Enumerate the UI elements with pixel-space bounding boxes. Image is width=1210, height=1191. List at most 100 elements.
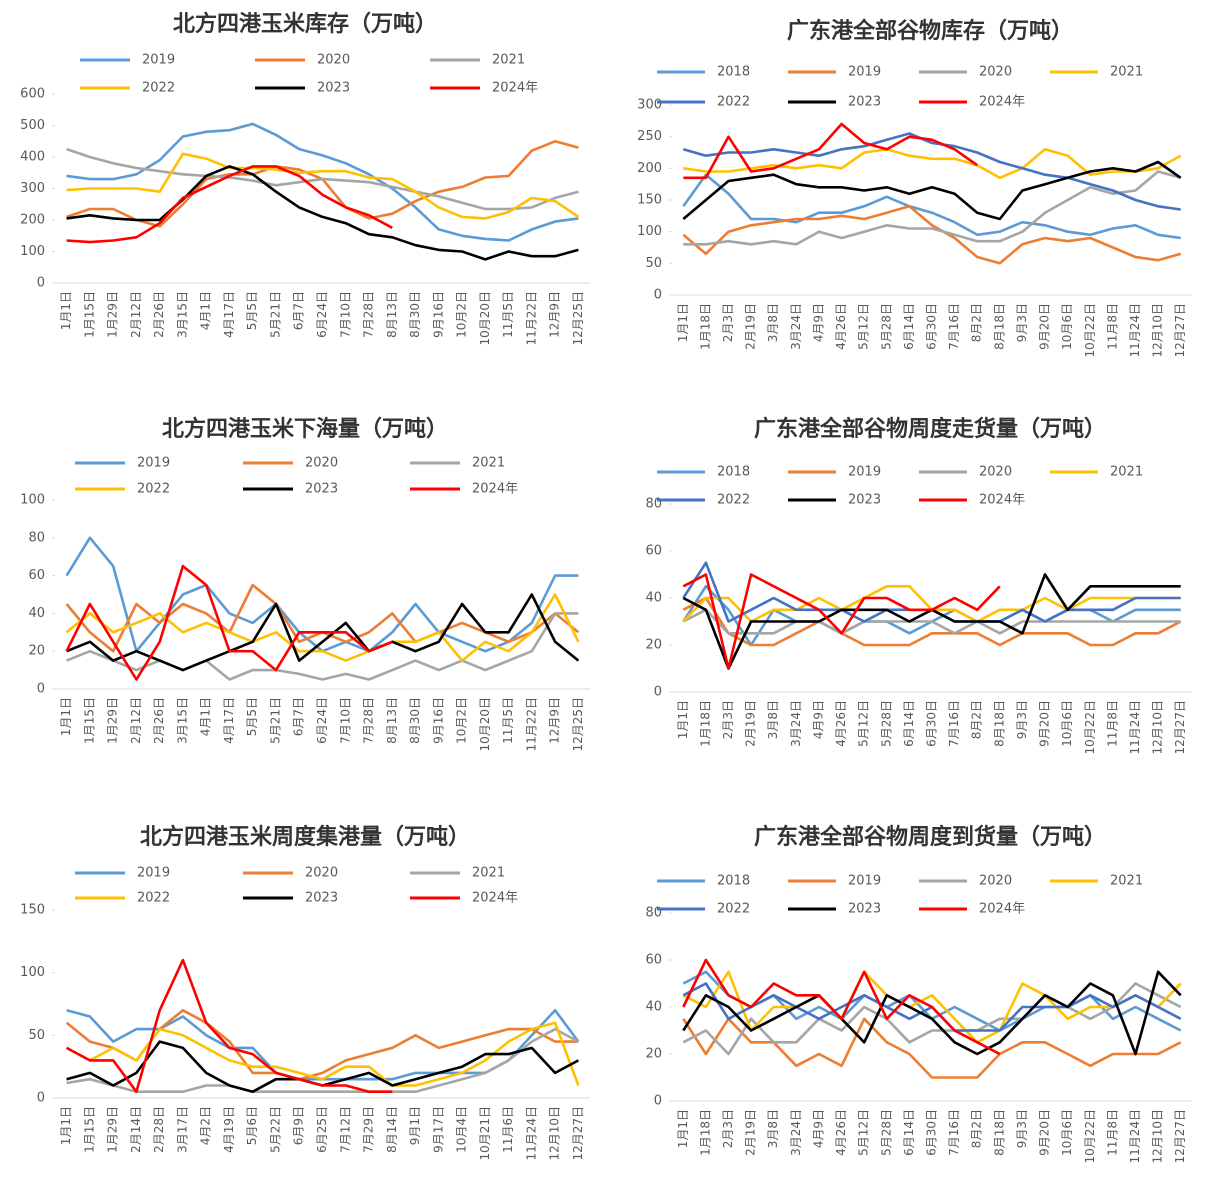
x-tick-label: 3月8日: [766, 1109, 780, 1148]
series-line: [682, 608, 1181, 635]
legend-label: 2024年: [979, 95, 1025, 110]
y-tick-label: 400: [20, 150, 45, 165]
x-tick-label: 8月18日: [992, 1109, 1006, 1156]
legend-label: 2022: [137, 482, 170, 497]
y-tick-label: 0: [37, 276, 45, 291]
chart-panel: 广东港全部谷物库存（万吨） 0 50 100 150 200 250 300 1月1日 1月18日…: [637, 18, 1192, 358]
x-tick-label: 5月28日: [879, 1109, 893, 1156]
x-tick-label: 4月26日: [834, 1109, 848, 1156]
legend-label: 2024年: [492, 81, 538, 96]
x-tick-label: 1月15日: [82, 1106, 96, 1153]
series-line: [682, 573, 1001, 670]
series-line: [66, 1027, 580, 1093]
legend-label: 2021: [472, 866, 505, 881]
legend-label: 2023: [848, 902, 881, 917]
series-line: [683, 170, 1182, 246]
x-tick-label: 3月17日: [175, 1106, 189, 1153]
y-tick-label: 250: [637, 129, 662, 144]
legend-label: 2024年: [472, 482, 518, 497]
chart-panel: 北方四港玉米库存（万吨） 0 100 200 300 400 500 600 1月1日 1月15日…: [20, 11, 590, 346]
legend-label: 2019: [848, 874, 881, 889]
x-tick-label: 1月1日: [676, 303, 690, 342]
x-tick-label: 7月28日: [362, 291, 376, 338]
x-tick-label: 10月6日: [1060, 303, 1074, 350]
x-tick-label: 11月22日: [524, 697, 538, 752]
x-tick-label: 11月8日: [1105, 303, 1119, 350]
x-tick-label: 1月15日: [82, 697, 96, 744]
x-tick-label: 7月16日: [947, 700, 961, 747]
x-tick-label: 6月30日: [925, 1109, 939, 1156]
x-tick-label: 2月26日: [152, 697, 166, 744]
legend-label: 2023: [848, 95, 881, 110]
x-tick-label: 6月14日: [902, 1109, 916, 1156]
x-tick-label: 2月14日: [129, 1106, 143, 1153]
x-tick-label: 6月7日: [292, 291, 306, 330]
x-tick-label: 6月30日: [925, 700, 939, 747]
x-tick-label: 7月16日: [947, 303, 961, 350]
x-tick-label: 10月2日: [455, 291, 469, 338]
legend-label: 2018: [717, 465, 750, 480]
x-tick-label: 11月5日: [501, 697, 515, 744]
legend-label: 2018: [717, 874, 750, 889]
y-tick-label: 500: [20, 118, 45, 133]
legend-label: 2018: [717, 65, 750, 80]
y-tick-label: 0: [37, 682, 45, 697]
x-tick-label: 2月3日: [721, 1109, 735, 1148]
x-tick-label: 9月20日: [1038, 1109, 1052, 1156]
legend-label: 2024年: [979, 493, 1025, 508]
y-tick-label: 150: [20, 903, 45, 918]
x-tick-label: 12月10日: [548, 1106, 562, 1161]
x-tick-label: 4月9日: [811, 303, 825, 342]
x-tick-label: 3月8日: [766, 303, 780, 342]
x-tick-label: 5月12日: [857, 303, 871, 350]
legend-label: 2023: [317, 81, 350, 96]
x-tick-label: 10月6日: [1060, 1109, 1074, 1156]
legend-label: 2019: [137, 456, 170, 471]
legend-label: 2021: [492, 53, 525, 68]
x-tick-label: 12月27日: [1173, 1109, 1187, 1164]
y-tick-label: 300: [637, 98, 662, 113]
x-tick-label: 2月28日: [152, 1106, 166, 1153]
x-tick-label: 4月17日: [222, 697, 236, 744]
x-tick-label: 1月1日: [59, 291, 73, 330]
y-tick-label: 200: [637, 161, 662, 176]
y-tick-label: 80: [28, 530, 45, 545]
series-line: [682, 160, 1182, 221]
x-tick-label: 5月12日: [857, 700, 871, 747]
series-line: [682, 173, 1181, 240]
y-tick-label: 40: [28, 606, 45, 621]
x-tick-label: 5月22日: [268, 1106, 282, 1153]
x-tick-label: 5月28日: [879, 303, 893, 350]
x-tick-label: 11月6日: [501, 1106, 515, 1153]
x-tick-label: 4月26日: [834, 303, 848, 350]
legend-label: 2022: [142, 81, 175, 96]
x-tick-label: 8月30日: [408, 291, 422, 338]
legend-label: 2020: [979, 874, 1012, 889]
legend-label: 2024年: [472, 891, 518, 906]
x-tick-label: 4月26日: [834, 700, 848, 747]
legend-label: 2024年: [979, 902, 1025, 917]
legend-label: 2020: [979, 465, 1012, 480]
x-tick-label: 11月8日: [1105, 700, 1119, 747]
y-tick-label: 100: [637, 224, 662, 239]
x-tick-label: 3月8日: [766, 700, 780, 739]
chart-title: 北方四港玉米周度集港量（万吨）: [140, 824, 470, 850]
legend-label: 2020: [979, 65, 1012, 80]
x-tick-label: 10月20日: [478, 291, 492, 346]
y-tick-label: 200: [20, 213, 45, 228]
series-line: [66, 152, 580, 220]
x-tick-label: 8月2日: [970, 700, 984, 739]
x-tick-label: 1月1日: [676, 700, 690, 739]
x-tick-label: 3月24日: [789, 1109, 803, 1156]
y-tick-label: 50: [28, 1028, 45, 1043]
legend-label: 2019: [137, 866, 170, 881]
x-tick-label: 8月14日: [385, 1106, 399, 1153]
legend-label: 2021: [472, 456, 505, 471]
x-tick-label: 12月25日: [571, 291, 585, 346]
x-tick-label: 8月18日: [992, 303, 1006, 350]
x-tick-label: 4月1日: [199, 697, 213, 736]
y-tick-label: 60: [645, 953, 662, 968]
x-tick-label: 12月27日: [1173, 700, 1187, 755]
